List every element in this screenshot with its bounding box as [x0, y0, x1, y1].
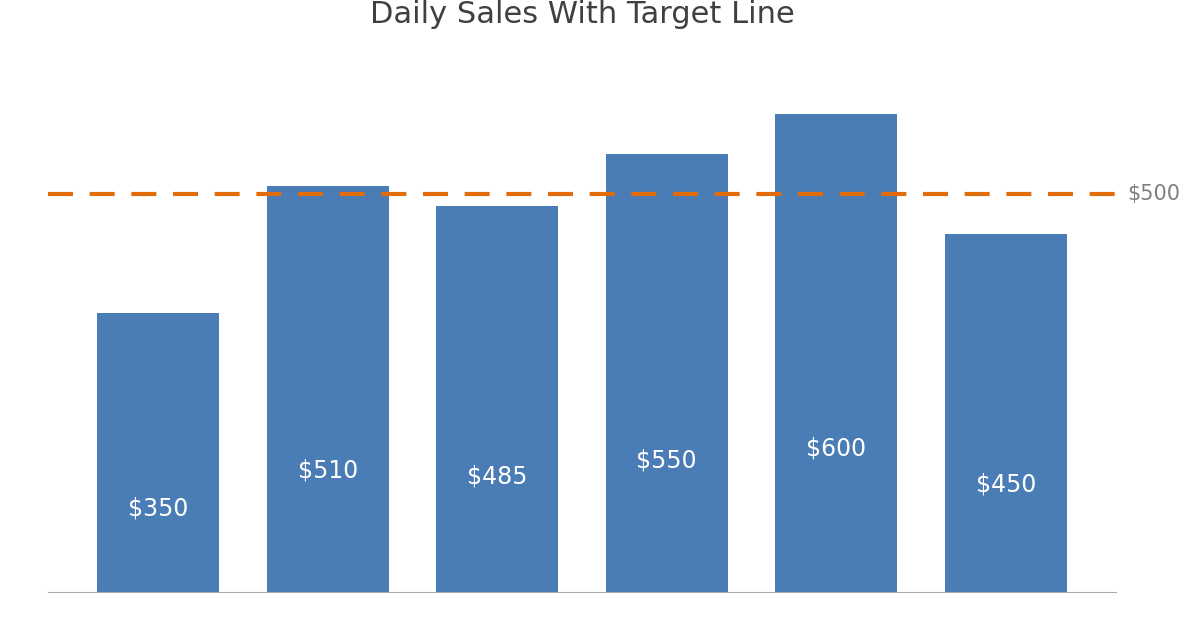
Title: Daily Sales With Target Line: Daily Sales With Target Line [370, 0, 794, 28]
Bar [944, 234, 1067, 592]
Text: $450: $450 [976, 472, 1036, 496]
Bar [437, 206, 558, 592]
Bar [775, 114, 898, 592]
Text: $600: $600 [806, 437, 866, 461]
Text: $510: $510 [298, 458, 358, 483]
Text: $485: $485 [467, 464, 528, 488]
Text: $500: $500 [1127, 184, 1180, 204]
Text: $350: $350 [128, 496, 188, 520]
Bar [606, 154, 727, 592]
Bar [97, 313, 220, 592]
Bar [266, 186, 389, 592]
Text: $550: $550 [636, 449, 697, 472]
